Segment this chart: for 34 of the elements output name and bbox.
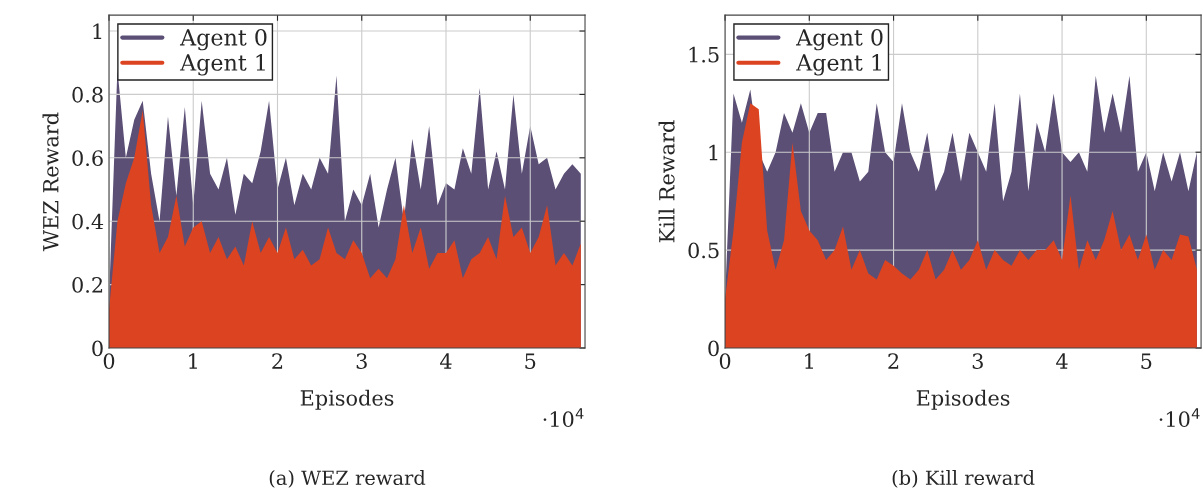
y-tick-label: 0.6: [72, 150, 103, 167]
text: (a) WEZ reward: [269, 470, 426, 488]
y-tick-label: 0: [708, 340, 719, 357]
x-tick-label: 3: [972, 353, 983, 369]
x-tick-label: 1: [189, 353, 197, 369]
y-tick-label: 1: [709, 144, 718, 161]
x-tick-label: 1: [805, 353, 813, 369]
x-tick-label: 0: [103, 353, 115, 369]
y-tick-label: 1.5: [689, 46, 719, 63]
y-tick-label: 1: [93, 23, 102, 39]
x-tick-label: 4: [1056, 353, 1068, 369]
y-tick-label: 0.8: [72, 86, 103, 103]
x-tick-label: 5: [525, 353, 536, 369]
text: (b) Kill reward: [892, 470, 1035, 488]
legend-label: Agent 1: [179, 54, 265, 76]
x-axis-title: Episodes: [916, 389, 1010, 410]
y-tick-label: 0.4: [72, 213, 104, 230]
y-axis-title: Kill Reward: [658, 120, 675, 243]
x-tick-label: 3: [356, 353, 367, 369]
x-tick-label: 5: [1141, 353, 1152, 369]
x-tick-label: 2: [272, 353, 283, 369]
y-axis-title: WEZ Reward: [42, 112, 59, 252]
y-tick-label: 0: [92, 340, 103, 357]
y-tick-label: 0.5: [688, 242, 719, 259]
legend-label: Agent 1: [796, 54, 881, 76]
text: ·10$^{4}$: [543, 408, 584, 428]
y-tick-label: 0.2: [72, 277, 103, 293]
x-tick-label: 0: [719, 353, 731, 369]
x-tick-label: 2: [888, 353, 899, 369]
x-axis-title: Episodes: [300, 389, 394, 410]
x-tick-label: 4: [440, 353, 452, 369]
text: ·10$^{4}$: [1159, 408, 1200, 428]
legend-label: Agent 0: [796, 28, 883, 51]
legend-label: Agent 0: [179, 28, 267, 51]
